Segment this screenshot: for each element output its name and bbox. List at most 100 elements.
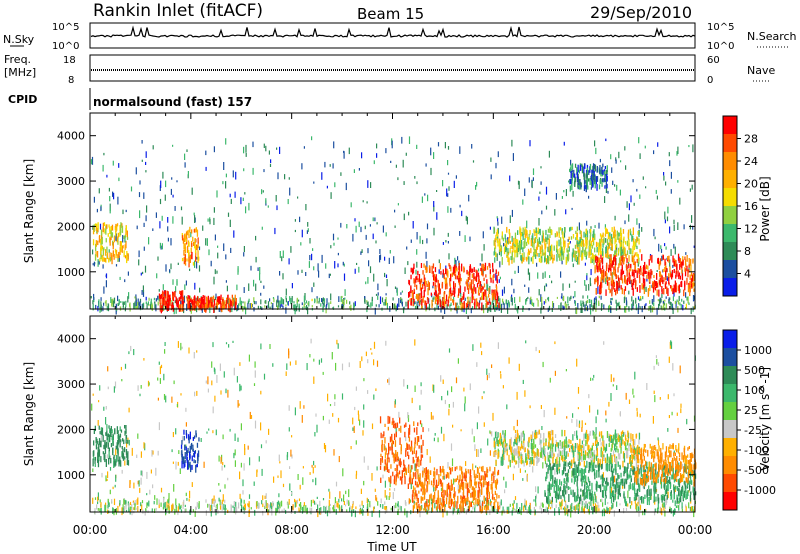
echo-cell bbox=[269, 344, 271, 349]
echo-cell bbox=[590, 299, 593, 308]
echo-cell bbox=[97, 259, 99, 267]
echo-cell bbox=[177, 300, 179, 305]
echo-cell bbox=[237, 303, 240, 310]
echo-cell bbox=[565, 256, 567, 265]
echo-cell bbox=[101, 256, 103, 261]
echo-cell bbox=[430, 501, 433, 505]
echo-cell bbox=[155, 212, 157, 218]
echo-cell bbox=[659, 280, 661, 286]
echo-cell bbox=[188, 259, 190, 268]
echo-cell bbox=[538, 289, 540, 296]
echo-cell bbox=[93, 261, 95, 267]
echo-cell bbox=[371, 299, 373, 307]
echo-cell bbox=[632, 269, 634, 274]
echo-cell bbox=[112, 447, 114, 453]
echo-cell bbox=[213, 207, 215, 213]
echo-cell bbox=[611, 288, 613, 297]
echo-cell bbox=[483, 277, 485, 281]
echo-cell bbox=[107, 471, 109, 478]
echo-cell bbox=[591, 176, 593, 184]
echo-cell bbox=[186, 454, 188, 461]
echo-cell bbox=[126, 236, 129, 240]
echo-cell bbox=[574, 173, 576, 178]
echo-cell bbox=[216, 190, 218, 198]
echo-cell bbox=[634, 371, 636, 380]
echo-cell bbox=[107, 433, 109, 438]
echo-cell bbox=[427, 194, 429, 202]
echo-cell bbox=[528, 506, 530, 514]
echo-cell bbox=[423, 486, 425, 495]
echo-cell bbox=[145, 170, 147, 173]
echo-cell bbox=[390, 160, 392, 163]
echo-cell bbox=[609, 262, 611, 268]
echo-cell bbox=[682, 259, 684, 266]
echo-cell bbox=[478, 279, 480, 283]
echo-cell bbox=[270, 302, 272, 305]
echo-cell bbox=[659, 397, 661, 400]
echo-cell bbox=[410, 239, 412, 243]
echo-cell bbox=[480, 342, 482, 348]
echo-cell bbox=[454, 257, 456, 265]
echo-cell bbox=[100, 254, 102, 259]
echo-cell bbox=[117, 430, 119, 434]
echo-cell bbox=[596, 169, 598, 173]
echo-cell bbox=[584, 182, 586, 190]
echo-cell bbox=[198, 246, 201, 251]
echo-cell bbox=[318, 270, 320, 278]
echo-cell bbox=[368, 304, 370, 308]
echo-cell bbox=[635, 304, 637, 310]
echo-cell bbox=[405, 152, 407, 156]
echo-cell bbox=[593, 453, 595, 461]
echo-cell bbox=[607, 477, 609, 483]
echo-cell bbox=[262, 511, 264, 516]
echo-cell bbox=[678, 272, 681, 277]
echo-cell bbox=[486, 490, 488, 496]
echo-cell bbox=[561, 196, 563, 199]
echo-cell bbox=[645, 303, 647, 306]
echo-cell bbox=[570, 295, 572, 300]
echo-cell bbox=[558, 507, 560, 514]
echo-cell bbox=[259, 267, 261, 275]
echo-cell bbox=[605, 138, 607, 142]
echo-cell bbox=[167, 226, 169, 232]
echo-cell bbox=[415, 276, 417, 283]
echo-cell bbox=[422, 239, 424, 245]
echo-cell bbox=[489, 226, 491, 230]
echo-cell bbox=[541, 256, 543, 263]
echo-cell bbox=[567, 250, 569, 254]
echo-cell bbox=[415, 466, 417, 473]
echo-cell bbox=[506, 302, 508, 310]
echo-cell bbox=[505, 245, 507, 252]
echo-cell bbox=[303, 303, 305, 308]
echo-cell bbox=[337, 263, 339, 268]
echo-cell bbox=[609, 236, 611, 240]
echo-cell bbox=[191, 442, 193, 447]
echo-cell bbox=[586, 237, 588, 241]
nave-label: Nave bbox=[747, 64, 775, 77]
echo-cell bbox=[595, 506, 597, 514]
echo-cell bbox=[420, 278, 423, 283]
echo-cell bbox=[522, 247, 524, 253]
echo-cell bbox=[590, 377, 592, 381]
echo-cell bbox=[92, 458, 94, 467]
echo-cell bbox=[184, 233, 186, 241]
echo-cell bbox=[479, 306, 481, 310]
echo-cell bbox=[236, 307, 238, 312]
echo-cell bbox=[119, 433, 122, 438]
echo-cell bbox=[497, 240, 499, 247]
echo-cell bbox=[361, 508, 363, 511]
echo-cell bbox=[277, 506, 279, 509]
echo-cell bbox=[93, 293, 95, 298]
echo-cell bbox=[554, 468, 556, 475]
echo-cell bbox=[146, 205, 148, 213]
echo-cell bbox=[159, 297, 161, 305]
echo-cell bbox=[693, 306, 695, 309]
echo-cell bbox=[467, 296, 469, 305]
echo-cell bbox=[492, 493, 494, 500]
echo-cell bbox=[443, 273, 445, 280]
echo-cell bbox=[468, 505, 470, 512]
echo-cell bbox=[605, 181, 607, 187]
echo-cell bbox=[129, 305, 131, 312]
echo-cell bbox=[624, 286, 627, 291]
echo-cell bbox=[453, 271, 455, 276]
